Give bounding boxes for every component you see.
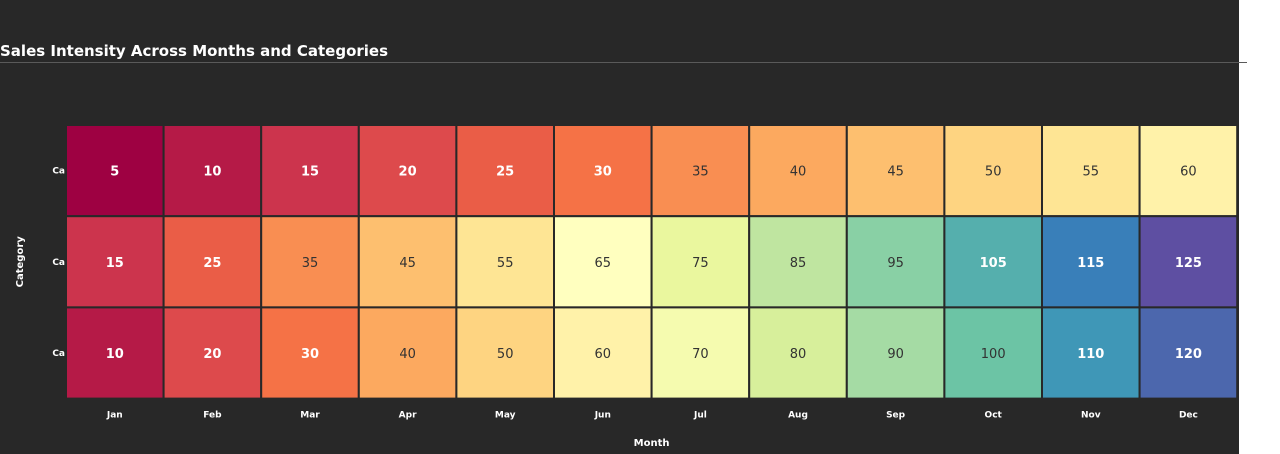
cell-value-label: 125 [1175,256,1202,271]
cell-value-label: 20 [203,347,221,362]
x-tick-label: Jun [594,411,611,421]
cell-value-label: 75 [692,256,709,271]
cell-value-label: 110 [1077,347,1104,362]
heatmap-cell [357,306,458,400]
heatmap-cell [455,215,555,309]
heatmap-cell [650,124,751,218]
x-tick-label: Dec [1179,411,1198,421]
cell-value-label: 90 [887,347,904,362]
cell-value-label: 40 [399,347,416,362]
x-tick-label: Apr [399,411,417,421]
cell-value-label: 105 [980,256,1007,271]
cell-value-label: 25 [203,256,221,271]
heatmap-cell [943,306,1044,400]
cell-value-label: 80 [790,347,807,362]
heatmap-cell [357,215,458,309]
y-tick-label: Ca [52,258,65,268]
x-tick-label: Sep [886,411,906,421]
x-axis-label: Month [634,438,670,449]
cell-value-label: 60 [595,347,612,362]
cell-value-label: 45 [887,165,904,180]
x-tick-label: Jan [106,411,123,421]
heatmap-cell [65,215,165,309]
y-axis-label: Category [15,236,26,288]
cell-value-label: 45 [399,256,416,271]
heatmap-cell [260,215,360,309]
cell-value-label: 50 [497,347,514,362]
x-tick-label: Jul [693,411,707,421]
x-tick-label: Mar [300,411,320,421]
cell-value-label: 10 [203,165,221,180]
heatmap-cell [1138,124,1239,218]
cell-value-label: 50 [985,165,1002,180]
cell-value-label: 70 [692,347,709,362]
heatmap-cell [650,215,751,309]
heatmap-cell [553,306,653,400]
heatmap-cell [845,215,946,309]
cell-value-label: 35 [692,165,709,180]
heatmap-cell [748,306,848,400]
cell-value-label: 65 [595,256,612,271]
cell-value-label: 15 [301,165,319,180]
heatmap-cell [455,306,555,400]
cell-value-label: 35 [302,256,319,271]
cell-value-label: 5 [110,165,119,180]
cell-value-label: 25 [496,165,514,180]
heatmap-cell [1041,124,1141,218]
cell-value-label: 15 [106,256,124,271]
cell-value-label: 55 [497,256,514,271]
heatmap-cell [943,215,1044,309]
cell-value-label: 95 [887,256,904,271]
heatmap-cell [65,124,165,218]
heatmap-cell [162,306,263,400]
heatmap-cell [1041,306,1141,400]
cell-value-label: 40 [790,165,807,180]
cell-value-label: 20 [399,165,417,180]
x-tick-label: Feb [203,411,222,421]
x-tick-label: Nov [1081,411,1101,421]
cell-value-label: 30 [594,165,612,180]
y-tick-label: Ca [52,167,65,177]
heatmap-cell [845,124,946,218]
heatmap-cell [748,215,848,309]
cell-value-label: 30 [301,347,319,362]
cell-value-label: 60 [1180,165,1197,180]
title-divider [0,62,1247,63]
x-tick-label: May [495,411,516,421]
cell-value-label: 100 [981,347,1006,362]
cell-value-label: 85 [790,256,807,271]
y-tick-label: Ca [52,349,65,359]
heatmap-cell [260,124,360,218]
x-tick-label: Aug [788,411,808,421]
cell-value-label: 120 [1175,347,1202,362]
x-tick-label: Oct [985,411,1003,421]
cell-value-label: 55 [1083,165,1100,180]
cell-value-label: 10 [106,347,124,362]
heatmap-cell [553,215,653,309]
heatmap-cell [455,124,555,218]
heatmap-cell [65,306,165,400]
chart-title: Sales Intensity Across Months and Catego… [0,42,389,60]
heatmap-cell [1138,306,1239,400]
cell-value-label: 115 [1077,256,1104,271]
heatmap-cell [260,306,360,400]
